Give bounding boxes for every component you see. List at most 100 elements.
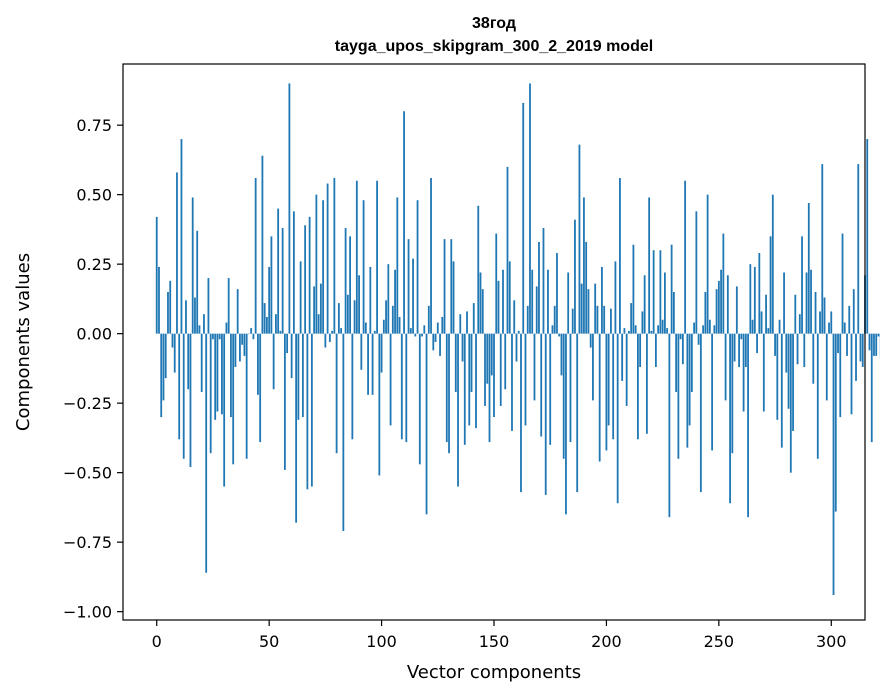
bar [472, 303, 475, 334]
bar [870, 333, 873, 443]
bar [432, 333, 435, 351]
bar [747, 333, 749, 518]
bar [331, 330, 334, 334]
y-tick-label: 0.50 [76, 186, 112, 205]
bar [182, 333, 185, 459]
bar [205, 333, 208, 573]
bar [468, 333, 471, 426]
bar [832, 333, 835, 595]
bar [191, 197, 194, 334]
bar [270, 236, 273, 334]
bar [367, 333, 369, 395]
bar [243, 333, 246, 356]
bar [508, 261, 511, 334]
bar [324, 333, 327, 348]
bar [783, 272, 785, 334]
bar [846, 333, 848, 356]
bar [812, 333, 815, 384]
bar [859, 333, 862, 362]
bar [571, 308, 574, 334]
bar [733, 333, 736, 362]
bar [787, 333, 790, 409]
bar [349, 236, 351, 334]
bar [560, 333, 563, 376]
x-tick-label: 50 [259, 632, 279, 651]
bar [362, 200, 365, 334]
bar [394, 269, 396, 334]
bar [245, 333, 248, 459]
bar [767, 328, 770, 334]
bar [257, 333, 259, 395]
bar [227, 278, 230, 334]
bar [553, 305, 556, 334]
chart-subtitle: tayga_upos_skipgram_300_2_2019 model [335, 38, 653, 55]
bar [254, 177, 257, 334]
bar [762, 333, 765, 412]
bar [232, 333, 235, 465]
bar [486, 333, 489, 384]
bar [511, 333, 513, 431]
bar [346, 294, 349, 334]
bar [589, 333, 592, 348]
bar [355, 180, 358, 334]
bar [252, 333, 255, 340]
bar [371, 333, 374, 395]
bar [416, 200, 419, 334]
bar [646, 333, 648, 434]
bar [641, 311, 644, 334]
bar [387, 264, 390, 334]
bar [421, 333, 423, 337]
bar [816, 333, 819, 459]
bar [333, 177, 336, 334]
bar [405, 333, 408, 443]
bar [209, 333, 212, 454]
y-tick-label: 0.75 [76, 116, 112, 135]
bar [839, 333, 842, 418]
bar [317, 314, 320, 334]
bar [583, 197, 585, 334]
bar [538, 241, 540, 334]
bar [657, 325, 660, 334]
bar [155, 216, 158, 334]
bar [825, 333, 828, 401]
bar [441, 316, 444, 334]
bar [488, 333, 491, 443]
bar [648, 197, 651, 334]
bar [299, 261, 302, 334]
chart-title: 38год [472, 15, 516, 32]
y-tick-label: −1.00 [63, 603, 112, 622]
bar [556, 253, 558, 334]
bar [423, 325, 426, 334]
bar [574, 219, 576, 334]
y-tick-label: 0.00 [76, 325, 112, 344]
bar [506, 166, 509, 334]
bar [403, 111, 405, 334]
bar [499, 333, 502, 406]
bar [855, 333, 857, 381]
bar [735, 286, 738, 334]
bar [425, 333, 428, 515]
x-axis-label: Vector components [407, 662, 581, 683]
x-tick-label: 150 [479, 632, 510, 651]
bar [776, 333, 779, 420]
bar [378, 333, 381, 476]
bar [690, 333, 693, 393]
bar [592, 333, 594, 401]
bar [353, 300, 356, 334]
bar [497, 280, 500, 334]
bar [290, 333, 293, 379]
bar [158, 266, 160, 334]
bar [693, 322, 696, 334]
bar [756, 333, 758, 354]
bar [875, 333, 878, 356]
bar [569, 333, 572, 443]
bar [164, 333, 167, 379]
bar [337, 303, 340, 334]
bar [239, 333, 241, 362]
bar [666, 328, 669, 334]
bar [713, 325, 716, 334]
bar [277, 208, 280, 334]
bar [529, 83, 531, 334]
bar [726, 275, 729, 334]
bar [448, 333, 450, 454]
